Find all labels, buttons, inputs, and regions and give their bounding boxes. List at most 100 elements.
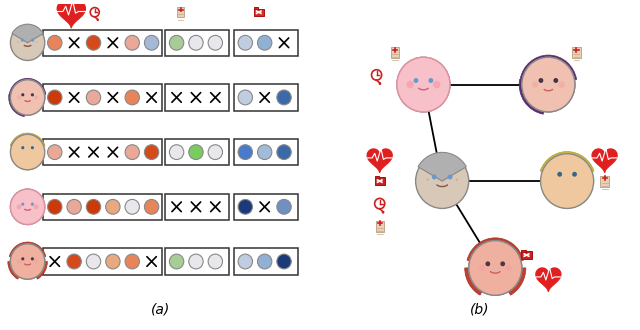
Circle shape	[257, 35, 272, 50]
Text: (a): (a)	[151, 303, 170, 317]
Circle shape	[21, 39, 24, 42]
Circle shape	[86, 35, 100, 50]
Circle shape	[208, 254, 223, 269]
Circle shape	[10, 189, 45, 224]
Circle shape	[559, 81, 565, 88]
Circle shape	[21, 93, 24, 96]
Wedge shape	[519, 79, 548, 114]
Circle shape	[34, 259, 38, 264]
Circle shape	[277, 254, 291, 269]
Circle shape	[10, 244, 45, 279]
FancyBboxPatch shape	[44, 139, 162, 165]
Wedge shape	[495, 268, 526, 295]
Circle shape	[189, 145, 203, 159]
Circle shape	[31, 39, 35, 42]
Wedge shape	[8, 261, 28, 279]
Circle shape	[34, 204, 38, 209]
Circle shape	[17, 41, 19, 43]
Circle shape	[21, 203, 24, 206]
Circle shape	[486, 261, 490, 266]
FancyBboxPatch shape	[374, 177, 385, 185]
Circle shape	[371, 70, 381, 80]
Circle shape	[456, 179, 458, 181]
Circle shape	[31, 257, 34, 260]
Circle shape	[500, 261, 505, 266]
Wedge shape	[10, 242, 46, 261]
Circle shape	[106, 254, 120, 269]
FancyBboxPatch shape	[522, 251, 532, 259]
Circle shape	[17, 95, 21, 100]
Polygon shape	[57, 1, 85, 28]
Circle shape	[238, 35, 253, 50]
Circle shape	[468, 241, 522, 295]
Circle shape	[86, 199, 100, 214]
Wedge shape	[10, 78, 46, 97]
Circle shape	[125, 254, 140, 269]
Circle shape	[277, 199, 291, 214]
Circle shape	[90, 8, 99, 17]
Circle shape	[257, 254, 272, 269]
Circle shape	[67, 199, 81, 214]
Circle shape	[522, 57, 575, 112]
Circle shape	[428, 78, 433, 83]
Circle shape	[21, 146, 24, 149]
Circle shape	[432, 175, 436, 180]
Circle shape	[189, 254, 203, 269]
Polygon shape	[367, 149, 392, 172]
Circle shape	[545, 155, 589, 202]
Circle shape	[31, 146, 34, 149]
Text: (b): (b)	[470, 303, 490, 317]
FancyBboxPatch shape	[177, 7, 184, 17]
Circle shape	[554, 78, 558, 83]
FancyBboxPatch shape	[522, 250, 526, 252]
Wedge shape	[540, 151, 594, 181]
Circle shape	[572, 172, 577, 177]
Circle shape	[86, 90, 100, 105]
FancyBboxPatch shape	[376, 221, 384, 232]
Circle shape	[21, 257, 24, 260]
Wedge shape	[28, 261, 47, 279]
FancyBboxPatch shape	[234, 139, 298, 165]
Circle shape	[36, 41, 38, 43]
FancyBboxPatch shape	[165, 30, 229, 56]
Circle shape	[10, 25, 45, 60]
Circle shape	[106, 199, 120, 214]
Circle shape	[397, 57, 450, 112]
FancyBboxPatch shape	[44, 84, 162, 111]
Circle shape	[47, 35, 62, 50]
Circle shape	[125, 90, 140, 105]
Circle shape	[426, 179, 429, 181]
Circle shape	[415, 154, 468, 209]
Circle shape	[208, 35, 223, 50]
Circle shape	[448, 175, 452, 180]
Circle shape	[413, 78, 419, 83]
Wedge shape	[418, 152, 467, 181]
FancyBboxPatch shape	[234, 248, 298, 275]
Circle shape	[257, 145, 272, 159]
Circle shape	[189, 35, 203, 50]
Wedge shape	[465, 268, 495, 295]
Circle shape	[238, 145, 253, 159]
Circle shape	[170, 35, 184, 50]
Circle shape	[47, 199, 62, 214]
Circle shape	[10, 244, 45, 279]
Circle shape	[13, 135, 42, 165]
Circle shape	[541, 154, 594, 209]
FancyBboxPatch shape	[254, 9, 264, 16]
Wedge shape	[542, 181, 592, 209]
Circle shape	[277, 145, 291, 159]
Circle shape	[125, 145, 140, 159]
Circle shape	[10, 189, 45, 224]
FancyBboxPatch shape	[44, 194, 162, 220]
Circle shape	[468, 241, 522, 295]
FancyBboxPatch shape	[234, 84, 298, 111]
FancyBboxPatch shape	[165, 139, 229, 165]
Circle shape	[277, 90, 291, 105]
Circle shape	[47, 90, 62, 105]
FancyBboxPatch shape	[391, 47, 399, 58]
Circle shape	[145, 35, 159, 50]
Circle shape	[34, 95, 38, 100]
FancyBboxPatch shape	[374, 176, 379, 178]
Circle shape	[522, 57, 575, 112]
FancyBboxPatch shape	[572, 47, 580, 58]
